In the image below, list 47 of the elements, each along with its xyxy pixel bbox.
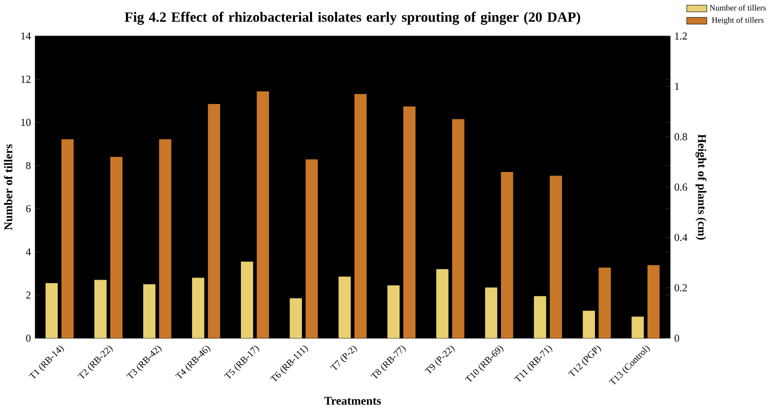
bar [143,284,156,338]
bar [110,157,122,338]
y-tick-label: 4 [26,248,31,256]
y2-tick-label: 0 [674,334,680,342]
bar [354,94,367,338]
legend-label: Number of tillers [710,4,766,11]
y-tick-label: 8 [26,162,31,170]
y-tick-label: 2 [26,292,30,299]
y-tick-label: 10 [21,118,31,126]
bar [500,172,514,338]
y2-tick-label: 1.2 [675,32,687,40]
chart-title: Fig 4.2 Effect of rhizobacterial isolates early sprouting of ginger (20 DAP) [124,12,580,25]
y-tick-label: 12 [21,76,30,83]
y2-axis-title: Height of plants (cm) [696,134,706,240]
bar [452,119,464,338]
bar [582,310,595,338]
y2-tick-label: 1 [675,83,679,90]
bar [598,268,611,338]
bar [485,288,498,338]
y-tick-label: 6 [26,205,31,212]
bar [403,106,416,338]
legend-label: Height of tillers [712,17,764,25]
bar [647,265,660,338]
bar [159,139,172,338]
bar [192,278,204,338]
y-tick-label: 14 [21,32,31,40]
y2-tick-label: 0.6 [674,184,688,191]
bar [94,280,107,338]
bar [534,296,546,338]
y2-tick-label: 0.8 [674,133,688,141]
bar [550,176,562,338]
y-axis-title: Number of tillers [4,144,12,230]
bar [61,139,74,338]
bar [290,298,302,338]
bar [208,104,220,338]
bar [436,269,448,338]
bar [632,316,644,338]
y2-tick-label: 0.4 [674,234,688,242]
bar [306,160,318,338]
y-tick-label: 0 [26,334,31,342]
y2-tick-label: 0.2 [674,284,687,292]
bar [256,92,269,338]
bar [338,276,351,338]
x-axis-title: Treatments [324,397,381,405]
bar [240,262,254,338]
bar [46,283,58,338]
bar [387,285,400,338]
